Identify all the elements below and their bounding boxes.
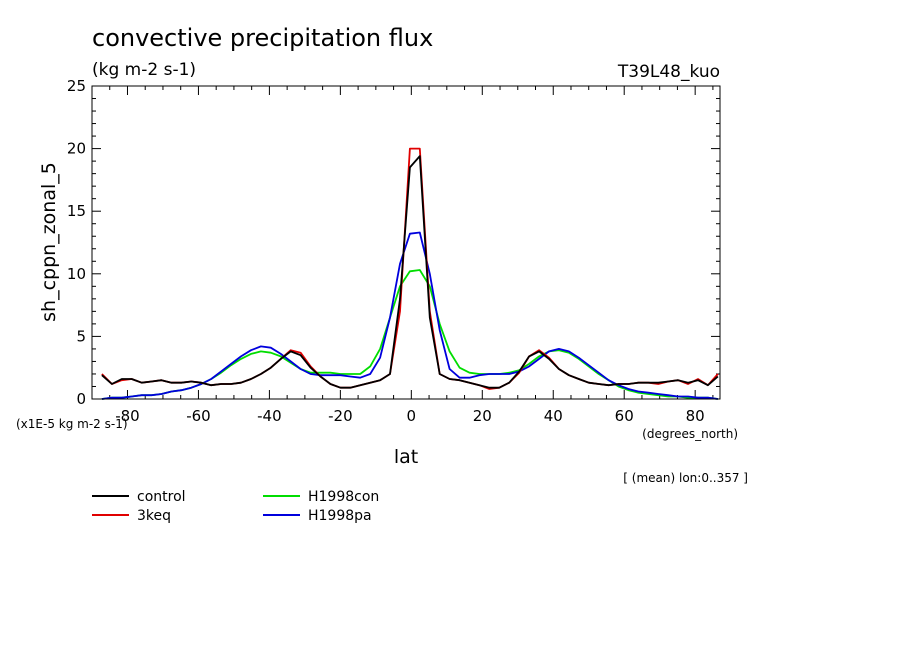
x-tick-label: -20 <box>328 407 353 425</box>
run-label: T39L48_kuo <box>617 62 720 82</box>
tick-labels: -80 -60 -40 -20 0 20 40 60 80 0 5 10 15 20 25 <box>67 77 705 425</box>
series-line-h1998con <box>101 269 719 400</box>
y-tick-label: 5 <box>76 327 86 345</box>
x-axis-label: lat <box>394 446 418 468</box>
legend-label-h1998con: H1998con <box>308 489 379 505</box>
major-ticks <box>92 85 720 400</box>
x-tick-label: 60 <box>615 407 634 425</box>
series-lines <box>101 147 719 400</box>
x-units-label: (degrees_north) <box>642 427 738 441</box>
x-tick-label: -40 <box>257 407 282 425</box>
x-tick-label: -80 <box>115 407 140 425</box>
chart-units: (kg m-2 s-1) <box>92 60 196 80</box>
x-tick-label: 0 <box>407 407 417 425</box>
legend: control 3keq H1998con H1998pa <box>92 489 379 524</box>
chart-title: convective precipitation flux <box>92 24 433 52</box>
series-line-h1998pa <box>101 231 719 400</box>
y-axis-label: sh_cppn_zonal_5 <box>38 162 60 322</box>
legend-label-control: control <box>137 489 186 505</box>
minor-ticks <box>91 86 720 399</box>
y-tick-label: 0 <box>76 390 86 408</box>
x-tick-label: 80 <box>686 407 705 425</box>
y-tick-label: 10 <box>67 265 86 283</box>
x-tick-label: -60 <box>186 407 211 425</box>
legend-label-3keq: 3keq <box>137 508 171 524</box>
x-tick-label: 20 <box>473 407 492 425</box>
y-tick-label: 25 <box>67 77 86 95</box>
series-line-3keq <box>101 147 719 390</box>
mean-note: [ (mean) lon:0..357 ] <box>623 471 748 485</box>
series-line-control <box>101 155 719 389</box>
x-tick-label: 40 <box>544 407 563 425</box>
y-units-label: (x1E-5 kg m-2 s-1) <box>16 417 128 431</box>
y-tick-label: 15 <box>67 202 86 220</box>
y-tick-label: 20 <box>67 140 86 158</box>
plot-frame <box>91 85 721 400</box>
legend-label-h1998pa: H1998pa <box>308 508 372 524</box>
